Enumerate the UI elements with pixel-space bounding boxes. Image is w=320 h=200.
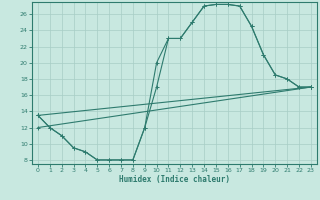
X-axis label: Humidex (Indice chaleur): Humidex (Indice chaleur) — [119, 175, 230, 184]
